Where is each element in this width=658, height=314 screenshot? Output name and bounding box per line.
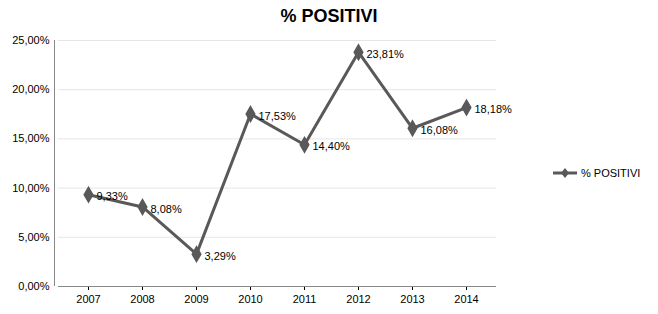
svg-text:5,00%: 5,00% xyxy=(18,231,49,243)
svg-text:0,00%: 0,00% xyxy=(18,280,49,292)
svg-text:25,00%: 25,00% xyxy=(12,34,50,46)
svg-text:2013: 2013 xyxy=(400,293,424,305)
svg-text:15,00%: 15,00% xyxy=(12,132,50,144)
svg-text:14,40%: 14,40% xyxy=(313,140,351,152)
svg-text:20,00%: 20,00% xyxy=(12,83,50,95)
svg-text:8,08%: 8,08% xyxy=(151,203,182,215)
svg-text:16,08%: 16,08% xyxy=(421,124,459,136)
svg-text:2012: 2012 xyxy=(346,293,370,305)
html-text:% POSITIVI: % POSITIVI xyxy=(280,6,378,26)
svg-text:3,29%: 3,29% xyxy=(205,250,236,262)
html-text:% POSITIVI: % POSITIVI xyxy=(581,167,641,179)
svg-text:2010: 2010 xyxy=(238,293,262,305)
svg-text:9,33%: 9,33% xyxy=(97,190,128,202)
svg-text:2014: 2014 xyxy=(454,293,478,305)
svg-text:10,00%: 10,00% xyxy=(12,182,50,194)
svg-text:2007: 2007 xyxy=(76,293,100,305)
svg-text:23,81%: 23,81% xyxy=(367,48,405,60)
svg-text:2009: 2009 xyxy=(184,293,208,305)
svg-text:17,53%: 17,53% xyxy=(259,110,297,122)
svg-text:2008: 2008 xyxy=(130,293,154,305)
svg-text:2011: 2011 xyxy=(293,293,317,305)
svg-text:18,18%: 18,18% xyxy=(475,103,513,115)
